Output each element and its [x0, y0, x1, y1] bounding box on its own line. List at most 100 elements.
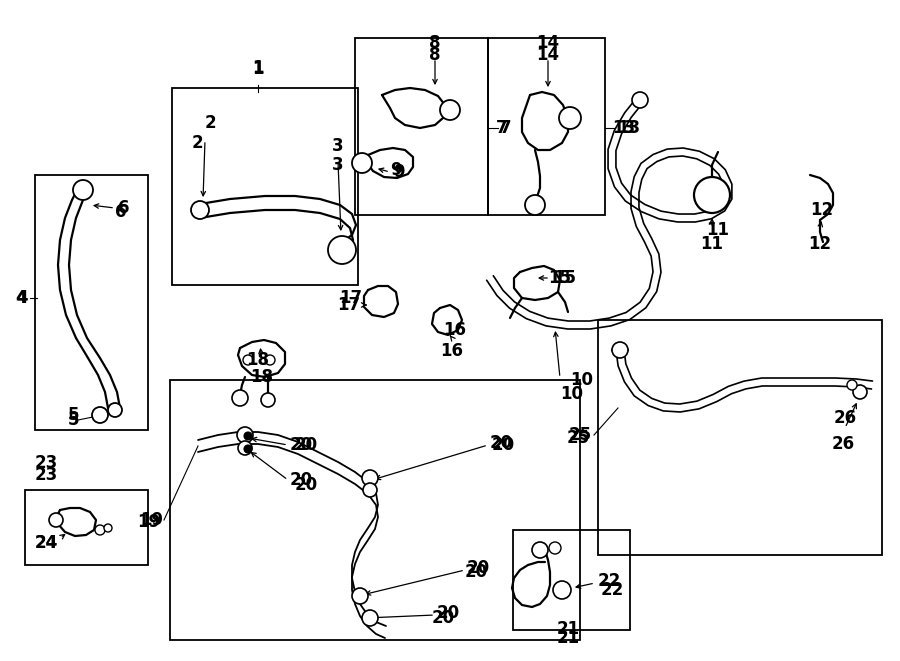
- Text: 8: 8: [429, 34, 441, 52]
- Text: 14: 14: [536, 34, 560, 52]
- Text: 19: 19: [140, 511, 163, 529]
- Text: 1: 1: [252, 60, 264, 78]
- Circle shape: [261, 393, 275, 407]
- Circle shape: [232, 390, 248, 406]
- Text: 20: 20: [490, 434, 513, 452]
- Circle shape: [92, 407, 108, 423]
- Circle shape: [362, 470, 378, 486]
- Text: 16: 16: [444, 321, 466, 339]
- Text: 9: 9: [390, 161, 401, 179]
- Text: 25: 25: [567, 429, 590, 447]
- Text: 20: 20: [437, 604, 460, 622]
- Text: 26: 26: [832, 435, 855, 453]
- Circle shape: [352, 153, 372, 173]
- Circle shape: [244, 432, 252, 440]
- Text: 24: 24: [35, 534, 58, 552]
- Bar: [513, 530, 630, 630]
- Text: 7: 7: [500, 119, 511, 137]
- Text: 20: 20: [290, 471, 313, 489]
- Circle shape: [95, 525, 105, 535]
- Circle shape: [328, 236, 356, 264]
- Text: 23: 23: [35, 454, 58, 472]
- Text: 3: 3: [332, 156, 344, 174]
- Text: 26: 26: [833, 409, 857, 427]
- Text: 20: 20: [465, 563, 488, 581]
- Text: 9: 9: [393, 163, 405, 181]
- Circle shape: [104, 524, 112, 532]
- Bar: [355, 38, 488, 215]
- Circle shape: [612, 342, 628, 358]
- Text: 20: 20: [432, 609, 455, 627]
- Text: 15: 15: [553, 269, 576, 287]
- Text: 2: 2: [205, 114, 217, 132]
- Circle shape: [243, 355, 253, 365]
- Text: 5: 5: [68, 411, 79, 429]
- Circle shape: [244, 445, 252, 453]
- Circle shape: [532, 542, 548, 558]
- Text: 25: 25: [569, 426, 592, 444]
- Text: 22: 22: [601, 581, 625, 599]
- Text: 1: 1: [252, 59, 264, 77]
- Text: 10: 10: [570, 371, 593, 389]
- Text: 15: 15: [548, 269, 571, 287]
- Text: 22: 22: [598, 572, 621, 590]
- Circle shape: [362, 610, 378, 626]
- Bar: [25, 490, 148, 565]
- Circle shape: [108, 403, 122, 417]
- Text: 21: 21: [556, 620, 580, 638]
- Circle shape: [265, 355, 275, 365]
- Text: 19: 19: [137, 513, 160, 531]
- Circle shape: [352, 588, 368, 604]
- Circle shape: [694, 177, 730, 213]
- Text: 5: 5: [68, 406, 79, 424]
- Text: 11: 11: [706, 221, 730, 239]
- Text: 14: 14: [536, 46, 560, 64]
- Text: 4: 4: [15, 289, 27, 307]
- Circle shape: [553, 581, 571, 599]
- Circle shape: [238, 441, 252, 455]
- Text: 20: 20: [295, 436, 318, 454]
- Text: 13: 13: [617, 119, 640, 137]
- Text: 10: 10: [560, 385, 583, 403]
- Text: 3: 3: [332, 137, 344, 155]
- Text: 6: 6: [115, 203, 127, 221]
- Bar: [488, 38, 605, 215]
- Text: 16: 16: [440, 342, 464, 360]
- Text: 18: 18: [250, 368, 274, 386]
- Circle shape: [559, 107, 581, 129]
- Text: 7: 7: [496, 119, 508, 137]
- Text: 12: 12: [808, 235, 832, 253]
- Circle shape: [549, 542, 561, 554]
- Text: 18: 18: [247, 351, 269, 369]
- Text: 24: 24: [35, 534, 58, 552]
- Text: 8: 8: [429, 46, 441, 64]
- Text: 17: 17: [339, 289, 362, 307]
- Text: 17: 17: [337, 296, 360, 314]
- Text: 20: 20: [492, 436, 515, 454]
- Circle shape: [237, 427, 253, 443]
- Text: 4: 4: [16, 289, 28, 307]
- Text: 20: 20: [290, 436, 313, 454]
- Bar: [170, 380, 580, 640]
- Text: 20: 20: [467, 559, 491, 577]
- Circle shape: [525, 195, 545, 215]
- Text: 11: 11: [700, 235, 724, 253]
- Text: 23: 23: [35, 466, 58, 484]
- Circle shape: [49, 513, 63, 527]
- Circle shape: [632, 92, 648, 108]
- Circle shape: [853, 385, 867, 399]
- Text: 2: 2: [192, 134, 203, 152]
- Circle shape: [440, 100, 460, 120]
- Text: 21: 21: [556, 629, 580, 647]
- Bar: [172, 88, 358, 285]
- Text: 20: 20: [295, 476, 318, 494]
- Bar: [35, 175, 148, 430]
- Bar: [598, 320, 882, 555]
- Circle shape: [363, 483, 377, 497]
- Text: 12: 12: [810, 201, 833, 219]
- Text: 13: 13: [612, 119, 635, 137]
- Circle shape: [73, 180, 93, 200]
- Circle shape: [191, 201, 209, 219]
- Circle shape: [847, 380, 857, 390]
- Text: 6: 6: [118, 199, 130, 217]
